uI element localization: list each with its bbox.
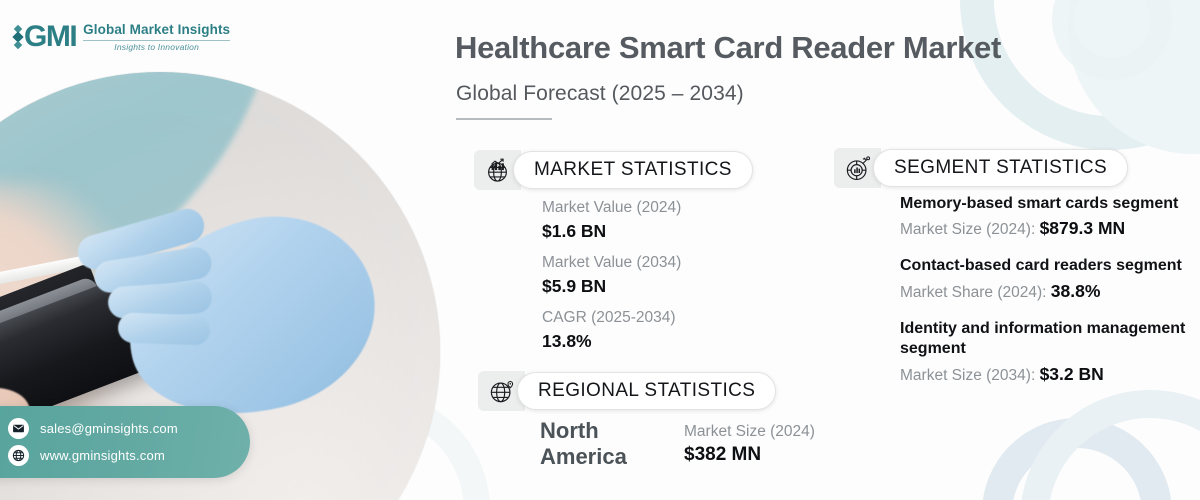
market-statistics-pill: MARKET STATISTICS [513,151,753,189]
segment-name: Contact-based card readers segment [900,257,1182,275]
regional-statistics-label: REGIONAL STATISTICS [538,380,756,401]
segment-metric-value: $3.2 BN [1039,363,1104,384]
segment-item: Identity and information management segm… [900,319,1200,387]
segment-statistics-header: SEGMENT STATISTICS [834,148,1129,188]
segment-statistics-label: SEGMENT STATISTICS [894,157,1108,178]
segment-metric-value: $879.3 MN [1039,218,1126,239]
region-metric-value: $382 MN [684,443,762,465]
contact-email-row[interactable]: sales@gminsights.com [8,418,250,439]
regional-statistics-header: REGIONAL STATISTICS [478,371,777,411]
regional-statistics-pill: REGIONAL STATISTICS [517,372,777,410]
segment-item: Memory-based smart cards segment Market … [900,194,1200,241]
segment-metric-label: Market Size (2034): [900,366,1036,384]
logo-tagline: Insights to Innovation [114,42,200,53]
page-title: Healthcare Smart Card Reader Market [455,30,1002,65]
market-stat-value: $5.9 BN [542,276,607,297]
contact-website-row[interactable]: www.gminsights.com [8,445,250,466]
market-stat-value: $1.6 BN [542,221,607,242]
segment-name: Identity and information management segm… [900,319,1186,358]
segment-metric: Market Size (2024): $879.3 MN [900,217,1200,241]
logo-initials: GMI [24,20,78,54]
segment-metric-label: Market Share (2024): [900,283,1047,301]
content-area: Healthcare Smart Card Reader Market Glob… [452,0,1200,500]
globe-icon [8,445,29,466]
market-statistics-label: MARKET STATISTICS [534,159,732,180]
logo-company-name: Global Market Insights [83,22,231,37]
market-statistics-header: MARKET STATISTICS [474,150,753,190]
market-stat-value: 13.8% [542,331,592,352]
logo-divider [83,40,231,42]
market-stat-label: Market Value (2024) [542,199,682,216]
segment-item: Contact-based card readers segment Marke… [900,256,1200,303]
title-divider [456,118,552,120]
contact-info-pill: sales@gminsights.com www.gminsights.com [0,406,250,478]
segment-metric-label: Market Size (2024): [900,221,1036,239]
segment-metric-value: 38.8% [1050,280,1101,301]
market-stat-label: Market Value (2034) [542,254,682,272]
logo-wordmark: Global Market Insights Insights to Innov… [83,22,231,53]
market-statistics-list: Market Value (2024) $1.6 BN Market Value… [542,196,782,354]
logo-mark: GMI [12,20,78,54]
logo-diamond-icon [12,24,24,50]
contact-website-text: www.gminsights.com [40,448,165,463]
segment-statistics-list: Memory-based smart cards segment Market … [900,194,1200,387]
page-subtitle: Global Forecast (2025 – 2034) [456,82,744,105]
region-metric-label: Market Size (2024) [684,423,815,440]
segment-statistics-pill: SEGMENT STATISTICS [873,149,1129,187]
segment-name: Memory-based smart cards segment [900,195,1179,212]
envelope-icon [8,418,29,439]
segment-metric: Market Size (2034): $3.2 BN [900,363,1200,387]
regional-statistics-body: North America Market Size (2024) $382 MN [540,418,815,469]
contact-email-text: sales@gminsights.com [40,421,178,436]
region-metric: Market Size (2024) $382 MN [684,418,815,468]
market-stat-label: CAGR (2025-2034) [542,309,676,327]
segment-metric: Market Share (2024): 38.8% [900,280,1200,304]
region-name: North America [540,418,627,469]
gmi-logo[interactable]: GMI Global Market Insights Insights to I… [12,20,231,54]
